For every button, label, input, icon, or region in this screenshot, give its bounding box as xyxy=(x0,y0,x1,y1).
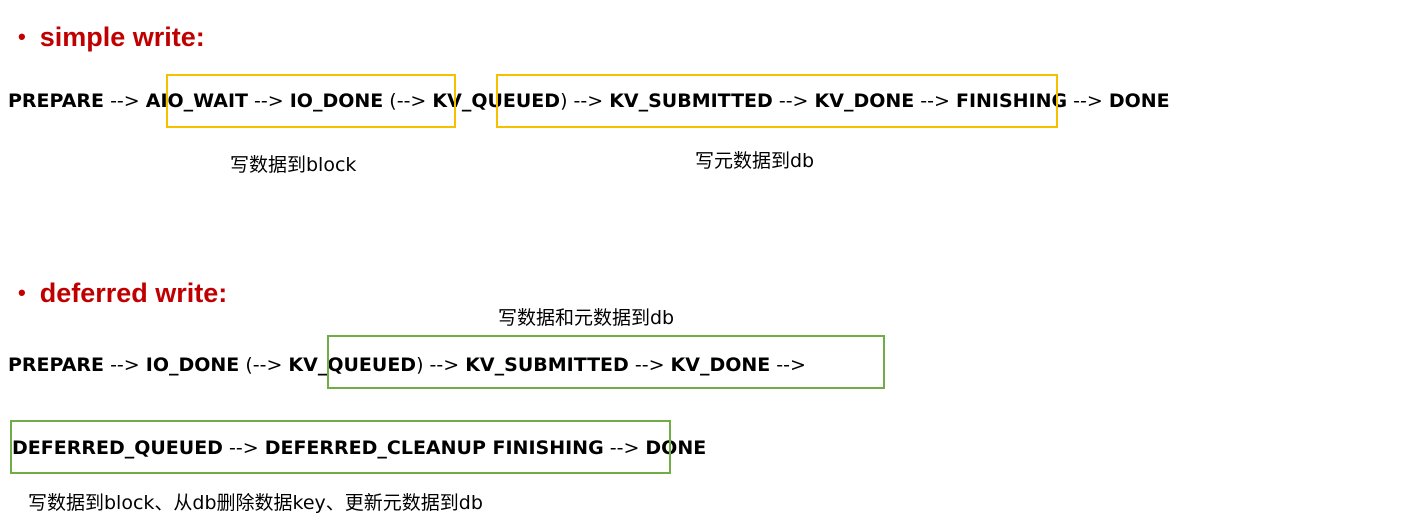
bullet-icon: • xyxy=(18,24,26,49)
arrow-connector: --> xyxy=(772,90,815,112)
state-label: KV_QUEUED xyxy=(288,354,417,376)
arrow-connector: (--> xyxy=(239,354,289,376)
state-label: KV_DONE xyxy=(670,354,771,376)
state-label: KV_SUBMITTED xyxy=(609,90,773,112)
arrow-connector: --> xyxy=(628,354,671,376)
note-write-db: 写元数据到db xyxy=(695,150,815,172)
state-label: DONE xyxy=(1108,90,1170,112)
state-label: DEFERRED_QUEUED xyxy=(12,437,223,459)
deferred-cleanup-box xyxy=(10,420,671,474)
state-label: FINISHING xyxy=(955,90,1068,112)
state-label: KV_DONE xyxy=(814,90,915,112)
state-label: PREPARE xyxy=(8,354,105,376)
db-write-box xyxy=(496,74,1058,128)
state-label: AIO_WAIT xyxy=(145,90,249,112)
deferred-db-box xyxy=(327,335,885,389)
deferred-write-heading: • deferred write: xyxy=(18,278,227,309)
state-label: IO_DONE xyxy=(289,90,384,112)
simple-write-title: simple write: xyxy=(39,22,205,52)
state-label: DONE xyxy=(645,437,707,459)
arrow-connector: ) --> xyxy=(560,90,610,112)
deferred-write-flow-2: DEFERRED_QUEUED --> DEFERRED_CLEANUP FIN… xyxy=(12,437,706,459)
simple-write-heading: • simple write: xyxy=(18,22,205,53)
note-deferred-cleanup: 写数据到block、从db删除数据key、更新元数据到db xyxy=(28,492,483,514)
state-label: IO_DONE xyxy=(145,354,240,376)
arrow-connector: --> xyxy=(222,437,265,459)
deferred-write-flow-1: PREPARE --> IO_DONE (--> KV_QUEUED) --> … xyxy=(8,354,806,376)
arrow-connector: --> xyxy=(603,437,646,459)
note-write-block: 写数据到block xyxy=(230,154,357,176)
arrow-connector: ) --> xyxy=(416,354,466,376)
block-write-box xyxy=(166,74,456,128)
arrow-connector: --> xyxy=(104,90,146,112)
state-label: KV_SUBMITTED xyxy=(465,354,629,376)
bullet-icon: • xyxy=(18,280,26,305)
arrow-connector: --> xyxy=(104,354,146,376)
state-label: PREPARE xyxy=(8,90,105,112)
arrow-connector: --> xyxy=(1067,90,1109,112)
arrow-connector: --> xyxy=(248,90,290,112)
deferred-write-title: deferred write: xyxy=(39,278,228,308)
arrow-connector: --> xyxy=(770,354,806,376)
state-label: DEFERRED_CLEANUP FINISHING xyxy=(264,437,604,459)
arrow-connector: --> xyxy=(914,90,956,112)
note-write-data-meta-db: 写数据和元数据到db xyxy=(498,307,675,329)
arrow-connector: (--> xyxy=(383,90,433,112)
